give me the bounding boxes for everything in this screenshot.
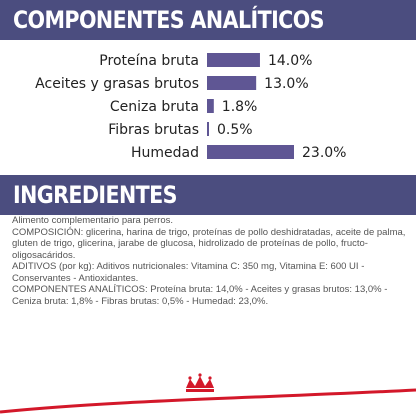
data-bar xyxy=(207,122,209,136)
value-label: 14.0% xyxy=(268,53,312,69)
ingredients-line-additives: ADITIVOS (por kg): Aditivos nutricionale… xyxy=(12,261,365,284)
components-bar-chart: Proteína bruta 14.0% Aceites y grasas brut… xyxy=(35,53,346,161)
ingredients-line-composition: COMPOSICIÓN: glicerina, harina de trigo,… xyxy=(12,226,406,261)
royal-canin-logo-icon xyxy=(0,373,416,414)
data-bar xyxy=(207,76,257,90)
category-label: Proteína bruta xyxy=(99,53,199,69)
data-bar xyxy=(207,145,294,159)
ingredients-text: Alimento complementario para perros. COM… xyxy=(12,215,408,307)
ingredients-line-intro: Alimento complementario para perros. xyxy=(12,215,174,226)
data-bar xyxy=(207,99,214,113)
value-label: 23.0% xyxy=(302,145,346,161)
value-label: 1.8% xyxy=(222,99,258,115)
category-label: Humedad xyxy=(131,145,199,161)
category-label: Aceites y grasas brutos xyxy=(35,76,199,92)
category-label: Ceniza bruta xyxy=(110,99,199,115)
components-title: COMPONENTES ANALÍTICOS xyxy=(13,6,325,34)
components-header-band: COMPONENTES ANALÍTICOS xyxy=(0,0,416,40)
data-bar xyxy=(207,53,260,67)
value-label: 13.0% xyxy=(264,76,308,92)
category-label: Fibras brutas xyxy=(108,122,199,138)
value-label: 0.5% xyxy=(217,122,253,138)
ingredients-header-band: INGREDIENTES xyxy=(0,175,416,215)
ingredients-line-analytical: COMPONENTES ANALÍTICOS: Proteína bruta: … xyxy=(12,284,388,307)
ingredients-title: INGREDIENTES xyxy=(13,181,177,209)
